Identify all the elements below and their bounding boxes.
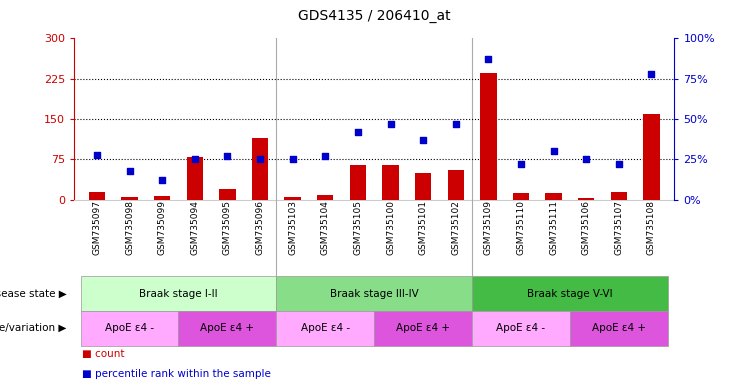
Bar — [415, 173, 431, 200]
Bar — [285, 197, 301, 200]
Bar — [448, 170, 464, 200]
Text: GSM735099: GSM735099 — [158, 200, 167, 255]
Point — [580, 156, 592, 162]
Text: ■ percentile rank within the sample: ■ percentile rank within the sample — [82, 369, 270, 379]
Point — [645, 71, 657, 77]
Text: ApoE ε4 +: ApoE ε4 + — [200, 323, 254, 333]
Bar — [374, 311, 472, 346]
Bar — [276, 276, 472, 311]
Text: GSM735106: GSM735106 — [582, 200, 591, 255]
Bar — [154, 196, 170, 200]
Bar — [570, 311, 668, 346]
Text: Braak stage V-VI: Braak stage V-VI — [527, 289, 613, 299]
Point — [156, 177, 168, 184]
Point — [254, 156, 266, 162]
Point — [482, 56, 494, 63]
Point — [613, 161, 625, 167]
Text: GSM735103: GSM735103 — [288, 200, 297, 255]
Text: GSM735098: GSM735098 — [125, 200, 134, 255]
Text: GSM735104: GSM735104 — [321, 200, 330, 255]
Text: GSM735097: GSM735097 — [93, 200, 102, 255]
Text: GSM735108: GSM735108 — [647, 200, 656, 255]
Text: GSM735111: GSM735111 — [549, 200, 558, 255]
Point — [222, 153, 233, 159]
Point — [515, 161, 527, 167]
Text: GSM735102: GSM735102 — [451, 200, 460, 255]
Bar — [187, 157, 203, 200]
Text: GSM735109: GSM735109 — [484, 200, 493, 255]
Text: ApoE ε4 -: ApoE ε4 - — [105, 323, 154, 333]
Text: GSM735101: GSM735101 — [419, 200, 428, 255]
Bar — [81, 311, 179, 346]
Bar — [382, 165, 399, 200]
Text: GSM735096: GSM735096 — [256, 200, 265, 255]
Bar — [179, 311, 276, 346]
Bar — [578, 198, 594, 200]
Text: disease state ▶: disease state ▶ — [0, 289, 67, 299]
Bar — [350, 165, 366, 200]
Bar — [81, 276, 276, 311]
Text: GSM735105: GSM735105 — [353, 200, 362, 255]
Text: GSM735107: GSM735107 — [614, 200, 623, 255]
Bar — [611, 192, 627, 200]
Text: ■ count: ■ count — [82, 349, 124, 359]
Point — [352, 129, 364, 135]
Text: GDS4135 / 206410_at: GDS4135 / 206410_at — [298, 9, 451, 23]
Bar — [513, 193, 529, 200]
Point — [189, 156, 201, 162]
Bar — [219, 189, 236, 200]
Bar — [472, 276, 668, 311]
Bar — [643, 114, 659, 200]
Text: genotype/variation ▶: genotype/variation ▶ — [0, 323, 67, 333]
Point — [287, 156, 299, 162]
Bar — [317, 195, 333, 200]
Text: GSM735100: GSM735100 — [386, 200, 395, 255]
Point — [319, 153, 331, 159]
Text: ApoE ε4 -: ApoE ε4 - — [301, 323, 350, 333]
Text: ApoE ε4 -: ApoE ε4 - — [496, 323, 545, 333]
Bar — [545, 193, 562, 200]
Point — [548, 148, 559, 154]
Point — [417, 137, 429, 143]
Text: ApoE ε4 +: ApoE ε4 + — [396, 323, 450, 333]
Text: Braak stage I-II: Braak stage I-II — [139, 289, 218, 299]
Text: GSM735095: GSM735095 — [223, 200, 232, 255]
Bar — [276, 311, 374, 346]
Text: GSM735094: GSM735094 — [190, 200, 199, 255]
Bar — [480, 73, 496, 200]
Text: ApoE ε4 +: ApoE ε4 + — [592, 323, 646, 333]
Bar — [252, 138, 268, 200]
Text: Braak stage III-IV: Braak stage III-IV — [330, 289, 419, 299]
Bar — [122, 197, 138, 200]
Point — [385, 121, 396, 127]
Bar — [472, 311, 570, 346]
Bar — [89, 192, 105, 200]
Text: GSM735110: GSM735110 — [516, 200, 525, 255]
Point — [91, 151, 103, 157]
Point — [450, 121, 462, 127]
Point — [124, 167, 136, 174]
